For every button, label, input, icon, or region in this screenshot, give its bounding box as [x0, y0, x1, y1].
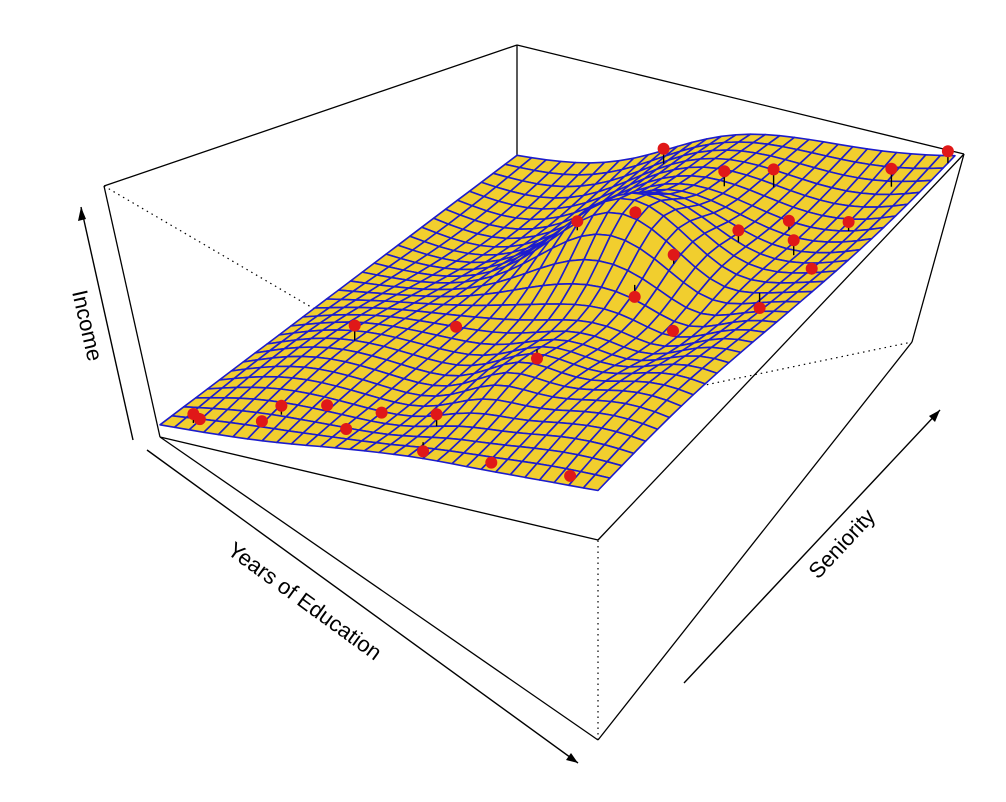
observation-point [321, 399, 334, 412]
observation-point [430, 408, 443, 421]
observation-point [564, 469, 577, 482]
x-axis-arrow [146, 449, 579, 764]
observation-point [787, 234, 800, 247]
observation-point [732, 224, 745, 237]
surface-cell [582, 473, 611, 492]
observation-point [193, 413, 206, 426]
observation-point [842, 216, 855, 228]
box-hidden-edge [512, 341, 913, 426]
box-bottom-edge [597, 341, 913, 741]
observation-point [782, 214, 795, 227]
y-axis-arrowhead [929, 410, 940, 422]
observation-point [275, 399, 288, 412]
box-bottom-edge [159, 436, 599, 741]
box-front-edge [597, 153, 965, 541]
observation-point [767, 163, 780, 176]
observation-point [340, 423, 353, 435]
observation-point [571, 215, 584, 228]
observation-point [657, 142, 670, 155]
box-left-vertical [103, 185, 161, 438]
observation-point [667, 324, 679, 337]
observation-point [255, 415, 268, 428]
observation-point [753, 302, 766, 314]
y-axis-arrow [683, 409, 941, 684]
observation-point [450, 320, 463, 333]
z-axis-arrow [80, 206, 134, 441]
observation-point [941, 145, 954, 158]
observation-point [485, 456, 498, 469]
x-axis-label: Years of Education [223, 537, 386, 665]
regression-surface [159, 133, 956, 492]
observation-point [805, 262, 818, 275]
observation-point [667, 248, 680, 261]
box-front-edge [159, 436, 599, 541]
observation-point [718, 165, 731, 178]
x-axis-arrowhead [566, 753, 578, 763]
box-top-edge [516, 44, 965, 155]
box-right-vertical [911, 153, 965, 343]
observation-point [885, 162, 898, 175]
observation-point [531, 352, 543, 365]
observation-points [187, 142, 954, 482]
observation-point [629, 206, 642, 219]
box-top-edge [103, 44, 518, 187]
box-front [159, 153, 965, 741]
observation-point [348, 319, 361, 332]
z-axis-arrowhead [78, 207, 86, 221]
box-hidden-edge [103, 185, 514, 426]
axis-arrows [78, 206, 941, 764]
observation-point [375, 406, 388, 419]
observation-point [628, 290, 641, 303]
observation-point [417, 445, 430, 458]
